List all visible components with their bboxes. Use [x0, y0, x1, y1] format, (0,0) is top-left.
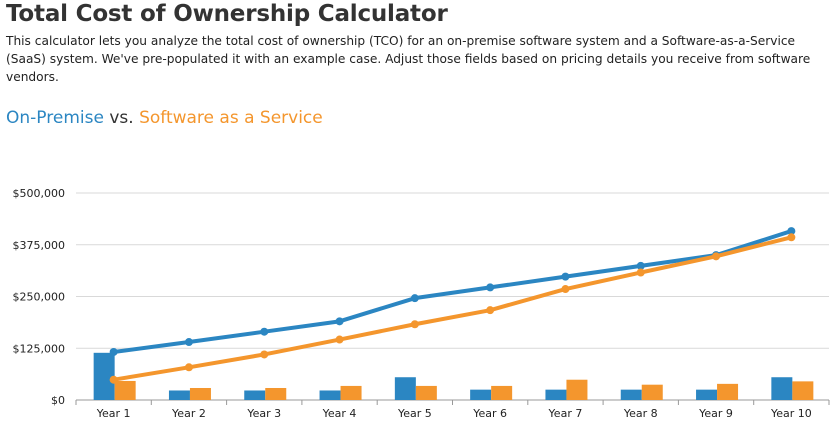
saas-bar [491, 385, 513, 400]
saas-point [486, 306, 495, 315]
on_premise-point [636, 261, 645, 270]
chart-heading: On-Premise vs. Software as a Service [6, 108, 323, 128]
on_premise-point [184, 338, 193, 347]
x-tick-label: Year 2 [171, 407, 206, 420]
on_premise-point [335, 317, 344, 326]
on_premise-point [260, 327, 269, 336]
on_premise-line [111, 229, 794, 354]
x-tick-label: Year 10 [770, 407, 812, 420]
on_premise-bar [168, 390, 190, 400]
heading-saas: Software as a Service [139, 108, 323, 128]
on_premise-bar [620, 389, 642, 400]
saas-bar [114, 380, 136, 400]
saas-bar [189, 387, 211, 400]
on_premise-point [787, 227, 796, 236]
on_premise-point [410, 294, 419, 303]
saas-bar [641, 384, 663, 400]
saas-bar [566, 379, 588, 400]
on_premise-point [109, 347, 118, 356]
y-tick-label: $500,000 [13, 187, 66, 200]
intro-text: This calculator lets you analyze the tot… [6, 34, 811, 84]
x-tick-label: Year 3 [246, 407, 281, 420]
page-title: Total Cost of Ownership Calculator [6, 1, 448, 27]
on_premise-bar [319, 390, 341, 400]
x-tick-label: Year 9 [698, 407, 733, 420]
on_premise-bar [545, 389, 567, 400]
saas-point [260, 350, 269, 359]
y-tick-label: $0 [51, 394, 65, 407]
saas-point [109, 375, 118, 384]
saas-bar [415, 385, 437, 400]
on_premise-bar [771, 377, 793, 400]
saas-bar [265, 387, 287, 400]
saas-bar [792, 381, 814, 400]
saas-point [712, 252, 721, 261]
saas-point [410, 320, 419, 329]
x-tick-label: Year 5 [397, 407, 432, 420]
x-tick-label: Year 4 [322, 407, 357, 420]
x-tick-label: Year 8 [623, 407, 658, 420]
on_premise-point [486, 283, 495, 292]
heading-vs: vs. [109, 108, 134, 128]
saas-bar [717, 383, 739, 400]
y-tick-label: $250,000 [13, 291, 66, 304]
on_premise-bar [470, 389, 492, 400]
on_premise-bar [244, 390, 266, 400]
x-tick-label: Year 7 [548, 407, 583, 420]
on_premise-bar [93, 352, 115, 400]
saas-line [111, 235, 794, 382]
on_premise-bar [394, 377, 416, 400]
saas-point [335, 335, 344, 344]
saas-point [636, 268, 645, 277]
on_premise-point [561, 272, 570, 281]
saas-bar [340, 385, 362, 400]
on_premise-bar [696, 389, 718, 400]
x-tick-label: Year 1 [96, 407, 131, 420]
saas-point [184, 363, 193, 372]
saas-point [787, 233, 796, 242]
heading-on-premise: On-Premise [6, 108, 104, 128]
x-tick-label: Year 6 [472, 407, 507, 420]
y-tick-label: $375,000 [13, 239, 66, 252]
saas-point [561, 285, 570, 294]
y-tick-label: $125,000 [13, 342, 66, 355]
